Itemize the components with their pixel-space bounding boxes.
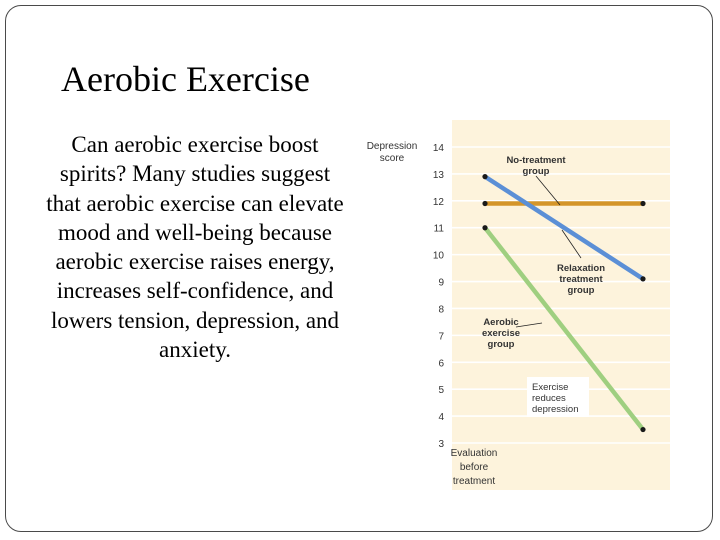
slide-title: Aerobic Exercise — [61, 59, 310, 99]
y-tick-11: 11 — [434, 224, 445, 235]
series-label-relaxation-treatment-group: Relaxation treatment group — [557, 263, 605, 296]
point-relaxation-treatment-group-after — [640, 276, 646, 282]
y-tick-12: 12 — [433, 197, 445, 208]
y-tick-3: 3 — [438, 439, 444, 450]
annotation-text: Exercise reduces depression — [532, 382, 578, 415]
y-tick-7: 7 — [438, 331, 444, 342]
point-no-treatment-group-after — [640, 200, 646, 207]
point-aerobic-exercise-group-before — [482, 225, 488, 231]
plot-background — [452, 120, 670, 490]
leader-line-relaxation-treatment-group — [561, 229, 582, 259]
annotation-box — [527, 377, 589, 417]
leader-line-no-treatment-group — [535, 175, 561, 206]
series-label-aerobic-exercise-group: Aerobic exercise group — [482, 317, 520, 350]
point-no-treatment-group-before — [482, 200, 488, 207]
y-tick-13: 13 — [433, 170, 445, 181]
leader-line-aerobic-exercise-group — [515, 322, 543, 328]
point-aerobic-exercise-group-after — [640, 426, 646, 433]
series-label-no-treatment-group: No-treatment group — [506, 155, 566, 177]
y-tick-4: 4 — [438, 412, 444, 423]
y-tick-5: 5 — [438, 385, 444, 396]
chart-svg: 3 4 5 6 7 8 9 10 11 12 13 14 Depression score Evalua… — [367, 120, 720, 490]
point-relaxation-treatment-group-before — [482, 174, 488, 180]
y-tick-8: 8 — [438, 304, 444, 315]
depression-chart: 3 4 5 6 7 8 9 10 11 12 13 14 Depression score Evalua… — [358, 118, 720, 494]
slide-body-text: Can aerobic exercise boost spirits? Many… — [46, 132, 344, 363]
y-tick-10: 10 — [433, 251, 445, 262]
y-tick-6: 6 — [438, 358, 444, 369]
x-label-before: Evaluation before treatment — [451, 448, 498, 487]
series-line-aerobic-exercise-group — [483, 226, 645, 431]
y-tick-14: 14 — [433, 143, 445, 154]
y-axis-label: Depression score — [367, 141, 418, 164]
series-line-relaxation-treatment-group — [483, 174, 645, 281]
y-tick-9: 9 — [438, 278, 444, 289]
